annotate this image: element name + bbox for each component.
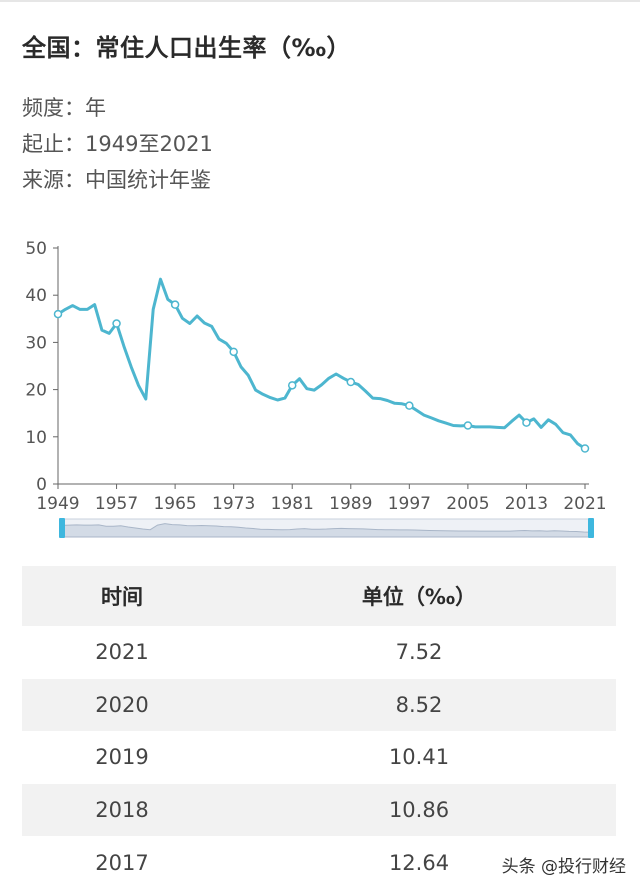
table-cell-value: 7.52	[395, 640, 443, 665]
y-tick-label: 30	[25, 333, 47, 353]
table-header-unit: 单位（‰）	[361, 585, 477, 609]
zoom-handle-left[interactable]	[59, 518, 65, 538]
data-point-marker	[580, 444, 590, 453]
table-cell-year: 2017	[95, 850, 149, 875]
x-tick-label: 1981	[271, 494, 314, 514]
table-cell-year: 2019	[95, 745, 149, 770]
table-cell-year: 2018	[95, 798, 149, 823]
y-tick-label: 50	[25, 239, 47, 259]
source-text: 来源：中国统计年鉴	[22, 168, 211, 192]
y-tick-label: 40	[25, 286, 47, 306]
data-point-marker	[170, 300, 180, 309]
table-row: 2019 10.41	[22, 731, 616, 784]
x-tick-label: 2013	[505, 494, 548, 514]
zoom-slider-preview	[61, 523, 592, 538]
frequency-text: 频度：年	[22, 96, 106, 120]
x-tick-label: 1989	[329, 494, 372, 514]
data-point-marker	[463, 421, 473, 430]
x-tick-label: 1973	[212, 494, 255, 514]
table-row: 2021 7.52	[22, 626, 616, 679]
y-tick-label: 0	[36, 475, 47, 495]
data-point-marker	[405, 401, 414, 410]
table-header-time: 时间	[101, 585, 143, 609]
date-range-text: 起止：1949至2021	[22, 132, 213, 156]
page-title: 全国：常住人口出生率（‰）	[22, 34, 352, 62]
y-tick-label: 10	[25, 428, 47, 448]
table-cell-year: 2021	[95, 640, 149, 665]
table-row: 2018 10.86	[22, 783, 616, 837]
x-tick-label: 1997	[388, 494, 431, 514]
birth-rate-line-chart: 0 10 20 30 40 50 1949 1957 1965 1973 1981 1989 1997 2…	[25, 239, 607, 538]
data-point-marker	[287, 381, 297, 390]
table-cell-value: 12.64	[388, 850, 450, 875]
x-tick-label: 2005	[446, 494, 489, 514]
zoom-handle-right[interactable]	[588, 518, 594, 538]
table-row: 2017 12.64	[22, 836, 616, 889]
data-point-marker	[112, 319, 121, 328]
series-line	[56, 277, 587, 450]
table-header-row: 时间 单位（‰）	[22, 566, 616, 626]
x-tick-label: 1965	[153, 494, 196, 514]
watermark-text: 头条 @投行财经	[501, 857, 626, 877]
data-point-marker	[53, 309, 63, 319]
table-row: 2020 8.52	[22, 678, 616, 732]
table-cell-year: 2020	[95, 692, 149, 717]
data-point-marker	[346, 377, 356, 387]
table-cell-value: 10.86	[388, 798, 450, 823]
top-divider	[0, 0, 640, 2]
x-tick-label: 1957	[95, 494, 138, 514]
table-cell-value: 10.41	[388, 745, 450, 770]
data-point-marker	[229, 347, 238, 357]
x-tick-label: 1949	[36, 494, 79, 514]
data-table: 时间 单位（‰） 2021 7.52 2020 8.52 2019 10.41 …	[22, 566, 616, 889]
x-tick-label: 2021	[563, 494, 606, 514]
y-tick-label: 20	[25, 381, 47, 401]
data-point-marker	[522, 418, 531, 427]
table-cell-value: 8.52	[395, 692, 443, 717]
